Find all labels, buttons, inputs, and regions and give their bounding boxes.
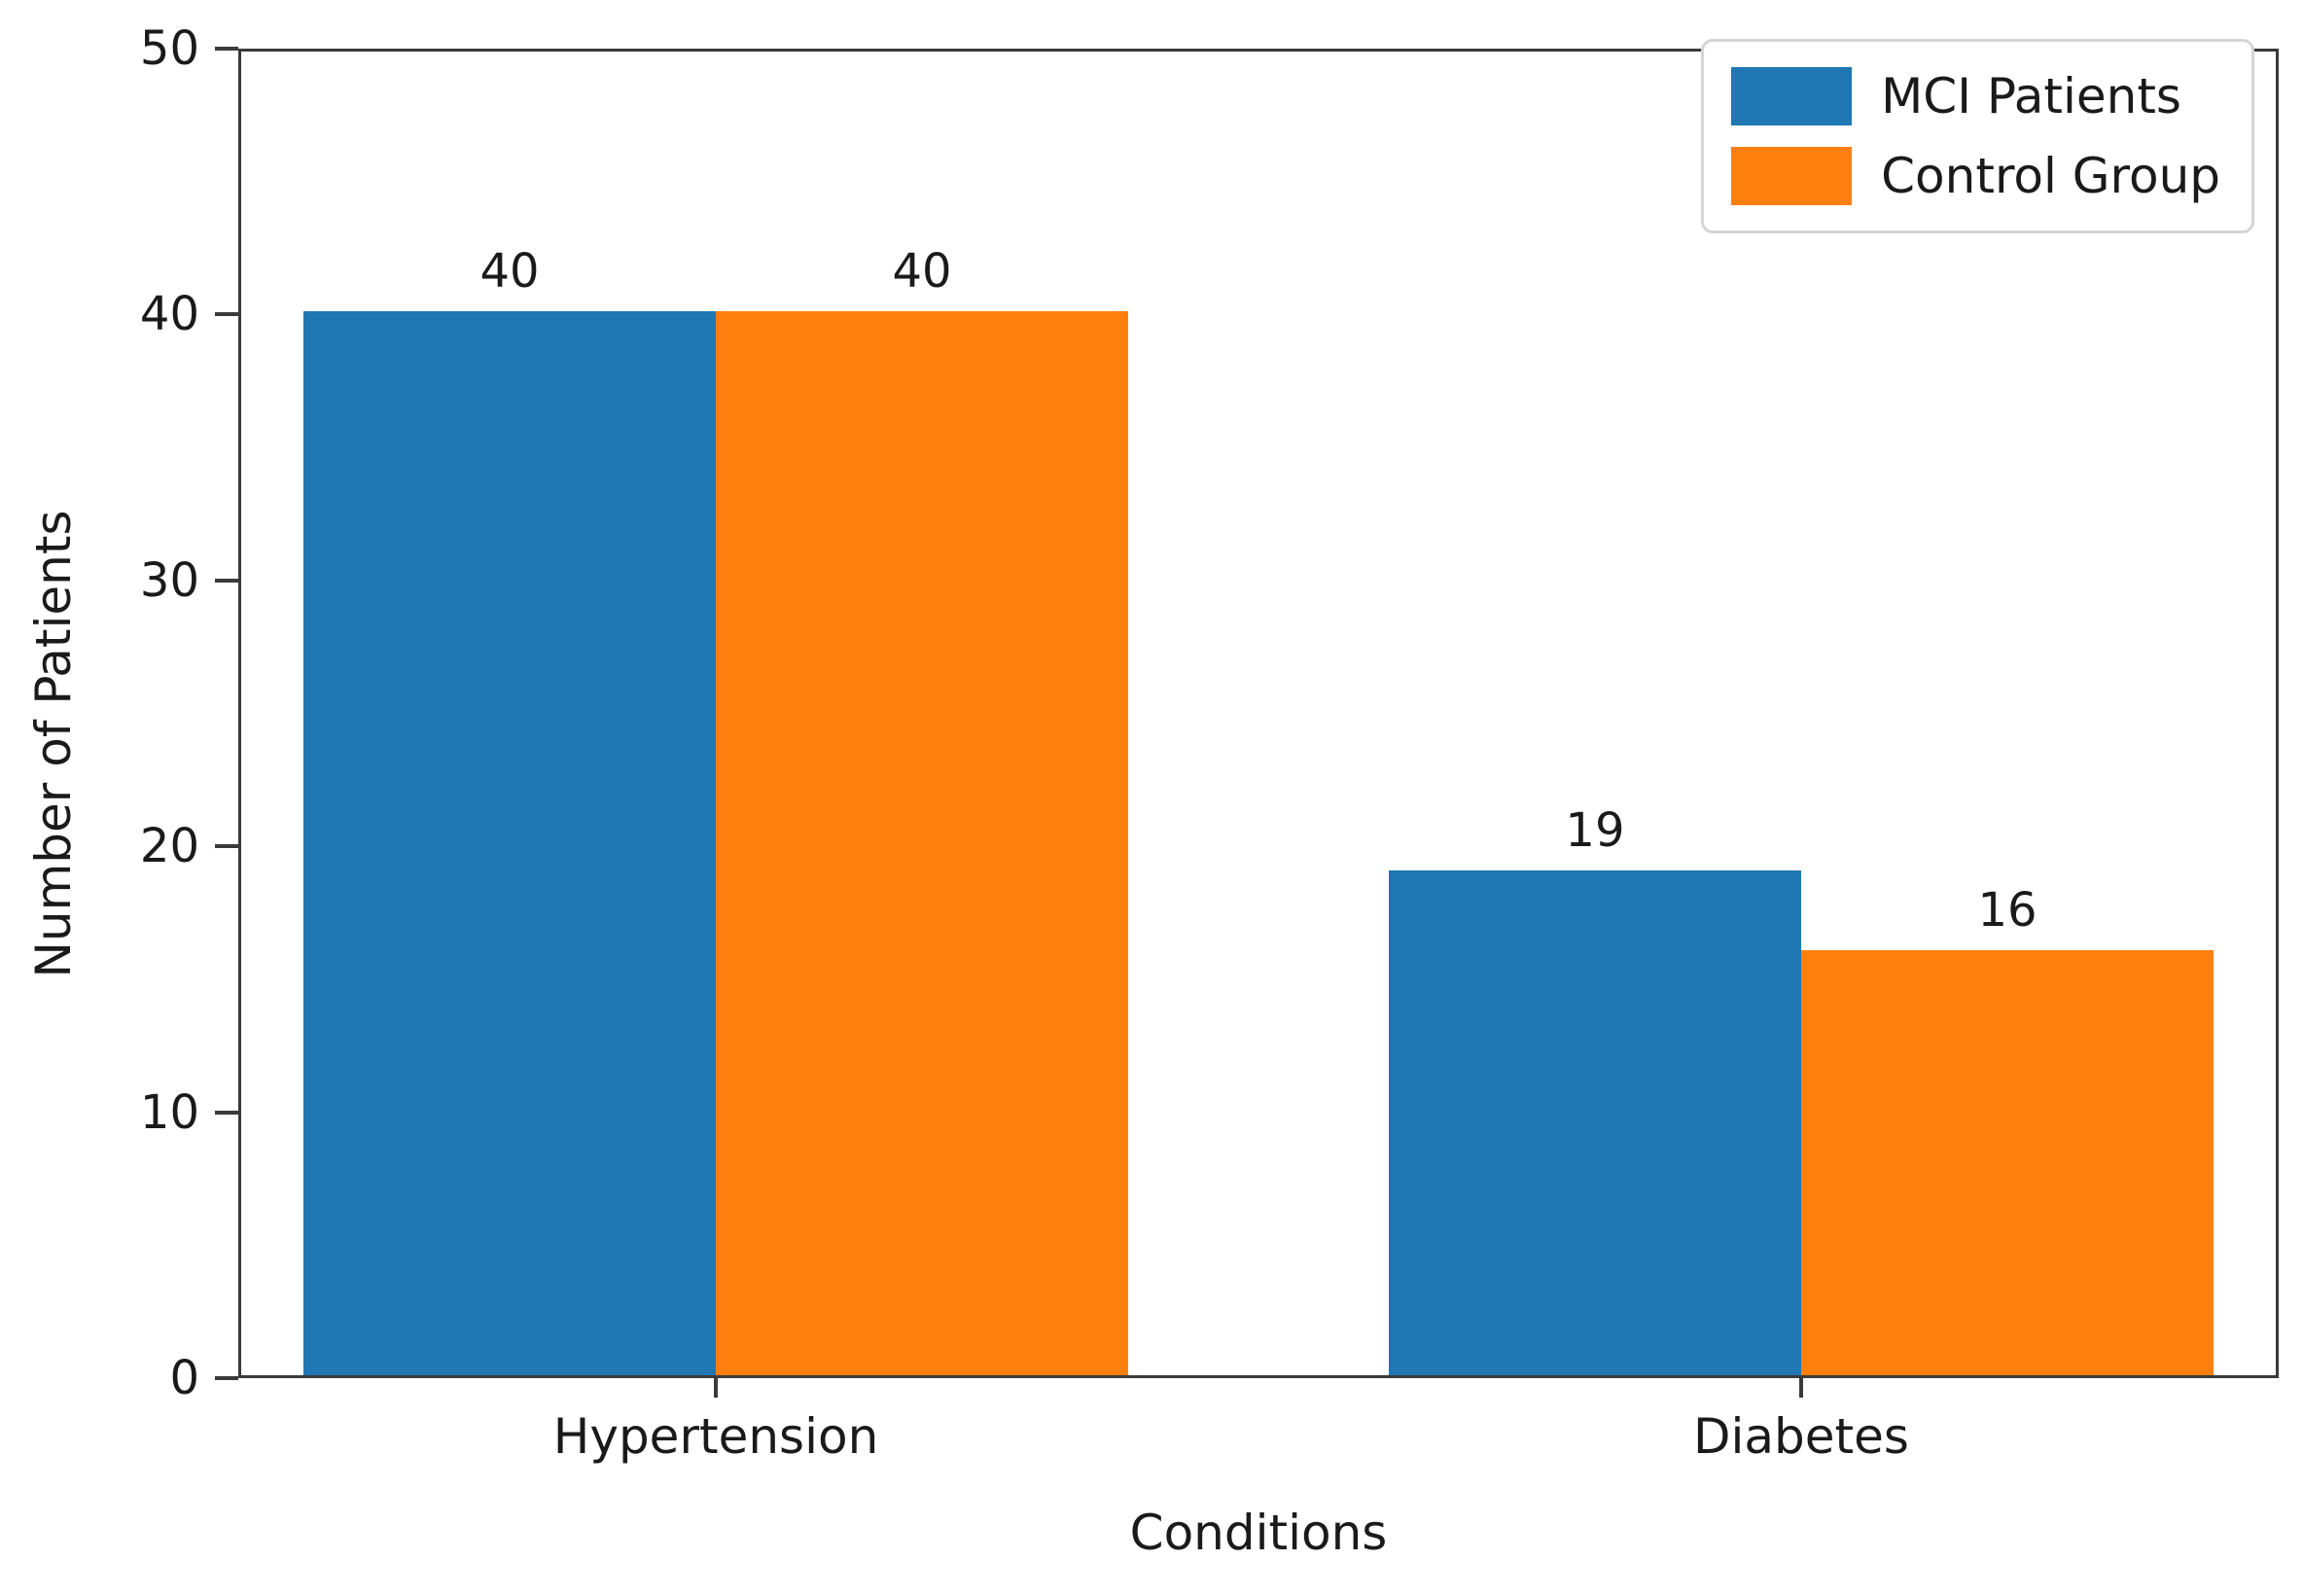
y-tick-mark <box>215 844 238 849</box>
y-tick-mark <box>215 47 238 51</box>
legend-swatch-control-group <box>1731 147 1853 205</box>
legend: MCI Patients Control Group <box>1701 39 2254 233</box>
bar-value-label: 19 <box>1565 802 1625 858</box>
bar-value-label: 40 <box>479 244 540 300</box>
legend-swatch-mci-patients <box>1731 67 1853 125</box>
y-axis-label: Number of Patients <box>25 510 82 978</box>
y-tick-mark <box>215 578 238 583</box>
legend-label: MCI Patients <box>1881 68 2181 124</box>
y-tick-mark <box>215 312 238 317</box>
bar-value-label: 40 <box>892 244 952 300</box>
legend-item: Control Group <box>1731 147 2220 205</box>
x-tick-label: Diabetes <box>1692 1408 1909 1465</box>
y-tick-label: 50 <box>139 21 199 76</box>
y-tick-mark <box>215 1376 238 1380</box>
bar-mci-patients-hypertension <box>302 311 717 1375</box>
bar-control-group-hypertension <box>716 311 1129 1375</box>
y-tick-label: 0 <box>169 1351 199 1405</box>
bar-mci-patients-diabetes <box>1388 869 1801 1375</box>
x-tick-mark <box>1798 1378 1803 1398</box>
y-tick-label: 10 <box>139 1084 199 1140</box>
legend-item: MCI Patients <box>1731 67 2220 125</box>
y-tick-label: 30 <box>139 552 199 608</box>
y-tick-mark <box>215 1110 238 1115</box>
x-tick-label: Hypertension <box>552 1408 879 1465</box>
y-tick-label: 40 <box>139 287 199 342</box>
y-tick-label: 20 <box>139 819 199 874</box>
bar-value-label: 16 <box>1977 882 2037 938</box>
legend-label: Control Group <box>1881 148 2220 204</box>
x-axis-label: Conditions <box>1129 1505 1388 1561</box>
bar-control-group-diabetes <box>1800 949 2214 1375</box>
x-tick-mark <box>714 1378 719 1398</box>
